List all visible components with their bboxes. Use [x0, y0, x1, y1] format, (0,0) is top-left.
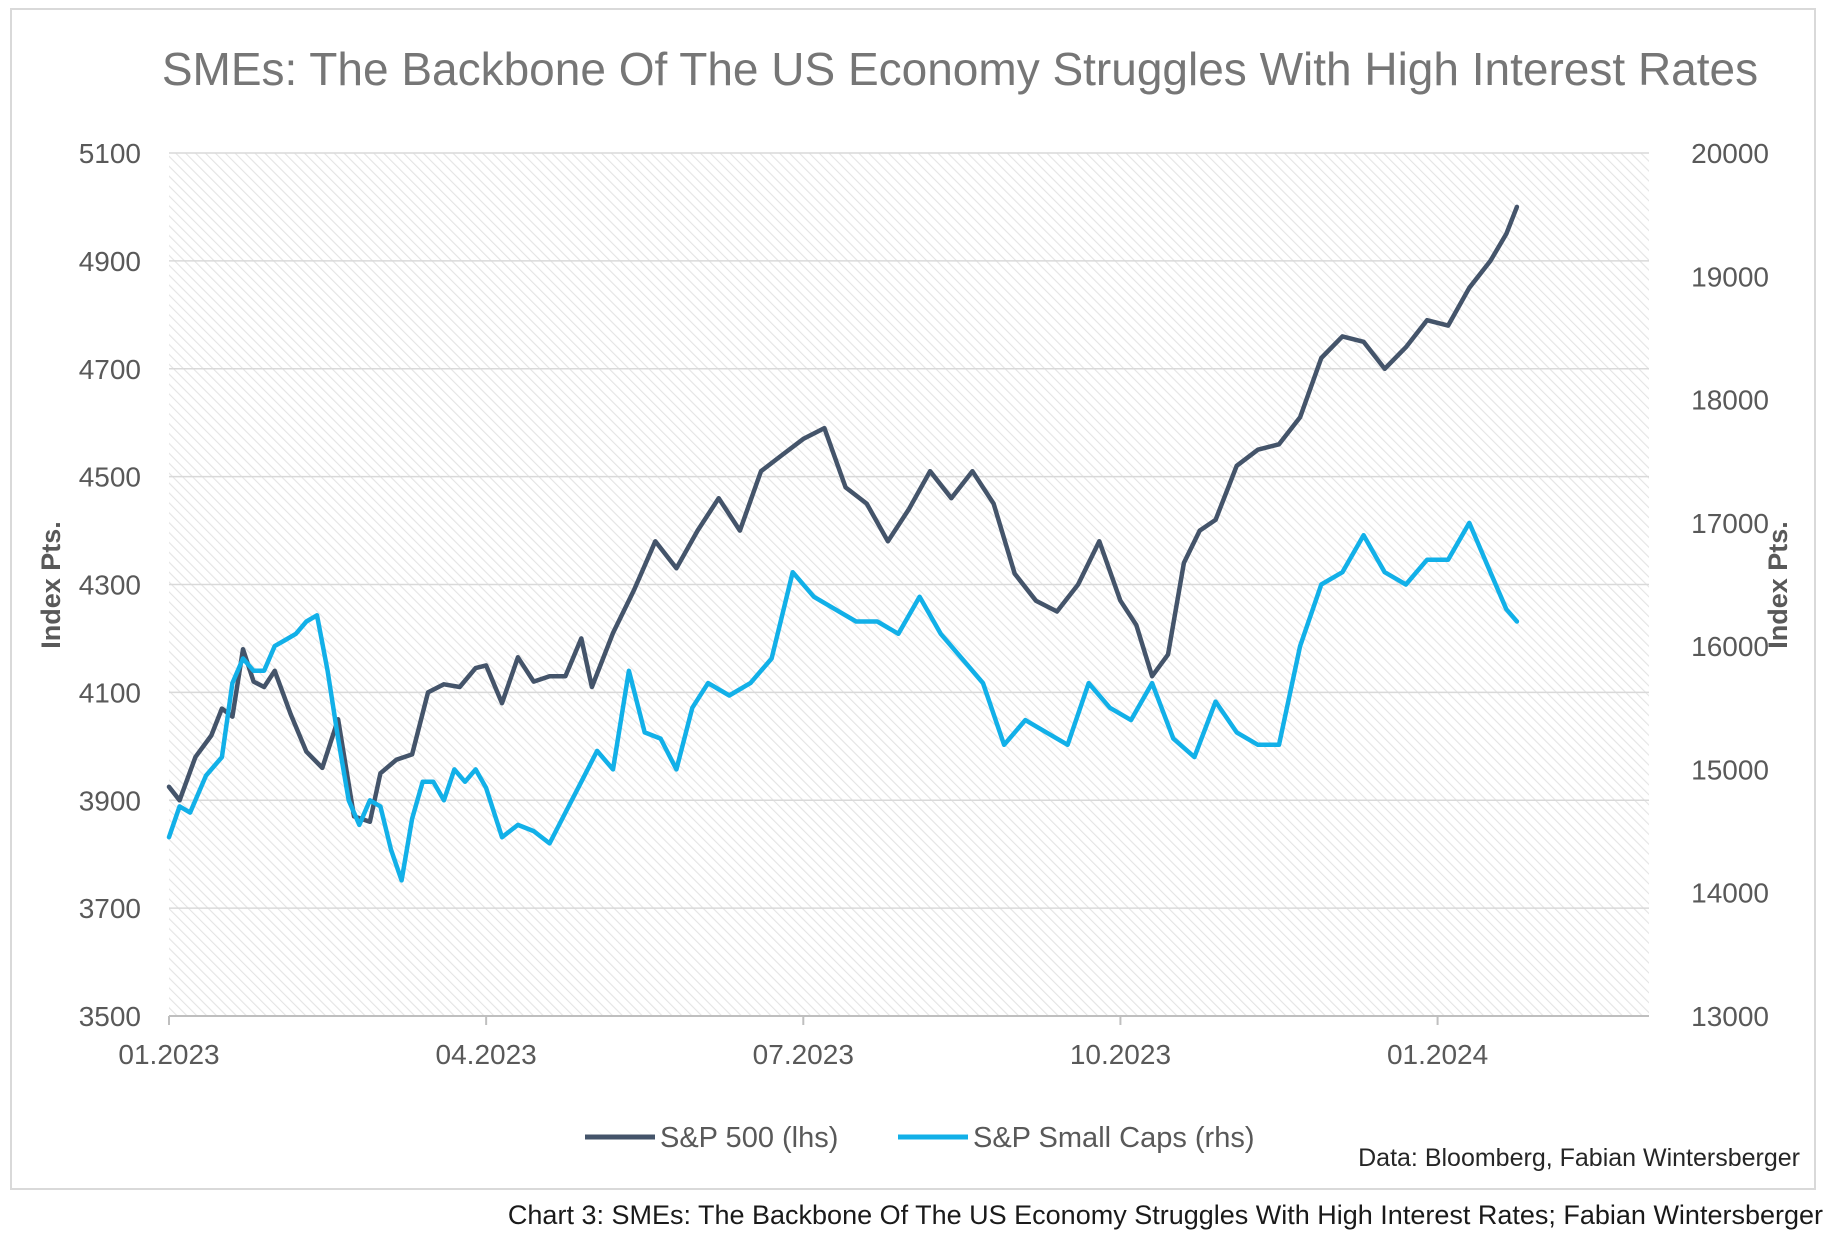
- y-tick-left: 4300: [79, 570, 141, 601]
- y-tick-left: 3900: [79, 785, 141, 816]
- y-tick-left: 3700: [79, 893, 141, 924]
- axes: 3500 3700 3900 4100 4300 4500 4700 4900 5100 1300…: [79, 138, 1769, 1070]
- y-axis-title-right: Index Pts.: [1763, 521, 1793, 649]
- series-line-sp500: [166, 204, 1520, 825]
- chart-caption: Chart 3: SMEs: The Backbone Of The US Ec…: [507, 1200, 1823, 1230]
- y-tick-left: 4100: [79, 677, 141, 708]
- legend: S&P 500 (lhs) S&P Small Caps (rhs): [585, 1122, 1255, 1154]
- chart-title: SMEs: The Backbone Of The US Economy Str…: [162, 43, 1758, 95]
- y-tick-left: 5100: [79, 138, 141, 169]
- y-tick-right: 17000: [1691, 508, 1769, 539]
- y-axis-title-left: Index Pts.: [36, 521, 66, 649]
- legend-label-sp500: S&P 500 (lhs): [660, 1122, 838, 1154]
- legend-label-small-caps: S&P Small Caps (rhs): [973, 1122, 1255, 1154]
- x-tick-label: 04.2023: [436, 1039, 537, 1070]
- y-tick-right: 20000: [1691, 138, 1769, 169]
- series-line-small-caps: [166, 520, 1520, 883]
- series-lines: [166, 204, 1520, 883]
- source-note: Data: Bloomberg, Fabian Wintersberger: [1358, 1144, 1800, 1172]
- y-tick-right: 19000: [1691, 261, 1769, 292]
- x-tick-label: 07.2023: [753, 1039, 854, 1070]
- y-tick-left: 4900: [79, 246, 141, 277]
- chart-frame: SMEs: The Backbone Of The US Economy Str…: [10, 8, 1816, 1190]
- y-tick-right: 18000: [1691, 385, 1769, 416]
- y-tick-right: 15000: [1691, 754, 1769, 785]
- y-tick-left: 3500: [79, 1001, 141, 1032]
- y-tick-right: 14000: [1691, 878, 1769, 909]
- x-tick-label: 01.2023: [118, 1039, 219, 1070]
- x-tick-label: 10.2023: [1070, 1039, 1171, 1070]
- y-tick-right: 16000: [1691, 631, 1769, 662]
- chart: SMEs: The Backbone Of The US Economy Str…: [36, 43, 1800, 1172]
- x-tick-label: 01.2024: [1387, 1039, 1488, 1070]
- y-tick-right: 13000: [1691, 1001, 1769, 1032]
- y-tick-left: 4700: [79, 354, 141, 385]
- y-tick-left: 4500: [79, 462, 141, 493]
